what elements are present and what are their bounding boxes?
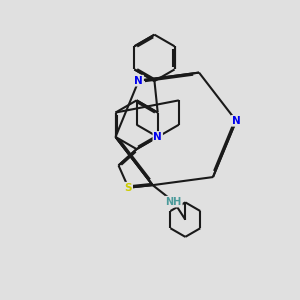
Text: N: N: [134, 76, 143, 85]
Text: N: N: [232, 116, 241, 126]
Text: NH: NH: [166, 197, 182, 207]
Text: N: N: [153, 132, 162, 142]
Text: S: S: [125, 183, 132, 193]
